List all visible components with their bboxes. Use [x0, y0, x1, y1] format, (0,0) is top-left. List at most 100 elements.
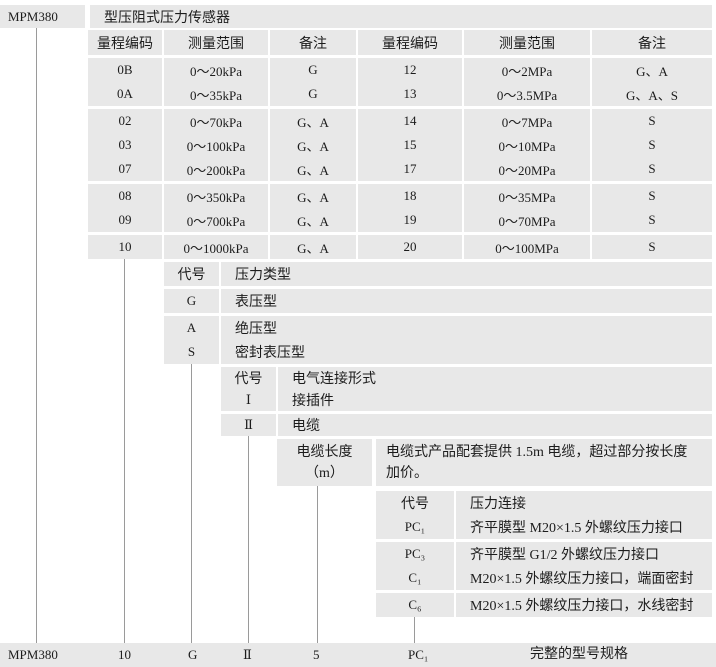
- type-code-cell: S: [164, 340, 219, 364]
- note-cell: S: [592, 208, 712, 232]
- note-cell: G、A: [270, 109, 356, 133]
- connection-header-and-pc1: 代号 压力连接 PC₁ 齐平膜型 M20×1.5 外螺纹压力接口: [376, 491, 712, 539]
- cable-length-section: 电缆长度 （m） 电缆式产品配套提供 1.5m 电缆，超过部分按长度 加价。: [277, 439, 712, 486]
- note-cell: G、A、S: [592, 82, 712, 106]
- range-row: 03 0～100kPa G、A 15 0～10MPa S: [88, 133, 712, 157]
- range-row: 0B 0～20kPa G 12 0～2MPa G、A: [88, 58, 712, 82]
- example-caption: 完整的型号规格: [530, 647, 628, 662]
- range-code-cell: 12: [358, 58, 462, 82]
- code-column-header: 代号: [376, 491, 454, 515]
- range-value-cell: 0～35MPa: [464, 184, 590, 208]
- electrical-option2: Ⅱ 电缆: [221, 414, 712, 436]
- example-electrical-code: Ⅱ: [243, 647, 252, 662]
- connection-pc3-c1: PC₃ 齐平膜型 G1/2 外螺纹压力接口 C₁ M20×1.5 外螺纹压力接口…: [376, 542, 712, 590]
- example-connection-code: PC₁: [408, 647, 429, 662]
- range-code-cell: 13: [358, 82, 462, 106]
- connection-code-cell: PC₁: [376, 515, 454, 539]
- range-row: 07 0～200kPa G、A 17 0～20MPa S: [88, 157, 712, 181]
- range-code-cell: 09: [88, 208, 162, 232]
- cable-note-line2: 加价。: [386, 465, 428, 481]
- electrical-label-cell: 接插件: [278, 389, 712, 411]
- note-cell: G: [270, 58, 356, 82]
- range-row: 0A 0～35kPa G 13 0～3.5MPa G、A、S: [88, 82, 712, 106]
- range-code-cell: 10: [88, 235, 162, 259]
- electrical-code-cell: Ⅰ: [221, 389, 276, 411]
- note-cell: S: [592, 157, 712, 181]
- connection-code-cell: C₁: [376, 566, 454, 590]
- note-cell: G: [270, 82, 356, 106]
- range-value-cell: 0～20kPa: [164, 58, 268, 82]
- range-code-cell: 14: [358, 109, 462, 133]
- range-code-cell: 08: [88, 184, 162, 208]
- col-header-note: 备注: [592, 30, 712, 55]
- connection-code-cell: PC₃: [376, 542, 454, 566]
- note-cell: S: [592, 133, 712, 157]
- example-model-row: MPM380 10 G Ⅱ 5 PC₁ 完整的型号规格: [0, 643, 716, 667]
- range-code-cell: 07: [88, 157, 162, 181]
- code-column-header: 代号: [164, 262, 219, 286]
- connection-column-header: 压力连接: [456, 491, 712, 515]
- cable-length-unit: （m）: [305, 465, 344, 481]
- connector-line-model: [36, 28, 37, 643]
- header-row: 量程编码 测量范围 备注 量程编码 测量范围 备注: [88, 30, 712, 55]
- connector-line-range: [124, 259, 125, 643]
- type-label-cell: 密封表压型: [221, 340, 712, 364]
- range-row: 09 0～700kPa G、A 19 0～70MPa S: [88, 208, 712, 232]
- electrical-label-cell: 电缆: [278, 414, 712, 436]
- range-code-cell: 15: [358, 133, 462, 157]
- note-cell: G、A: [270, 184, 356, 208]
- example-model: MPM380: [8, 647, 58, 662]
- range-value-cell: 0～700kPa: [164, 208, 268, 232]
- range-value-cell: 0～100MPa: [464, 235, 590, 259]
- electrical-column-header: 电气连接形式: [278, 367, 712, 389]
- example-cable-length: 5: [313, 647, 320, 662]
- cable-note-line1: 电缆式产品配套提供 1.5m 电缆，超过部分按长度: [386, 444, 688, 460]
- type-code-cell: A: [164, 316, 219, 340]
- connection-label-cell: M20×1.5 外螺纹压力接口，端面密封: [456, 566, 712, 590]
- range-group-2: 02 0～70kPa G、A 14 0～7MPa S 03 0～100kPa G…: [88, 109, 712, 181]
- pressure-type-option-g: G 表压型: [164, 289, 712, 313]
- range-code-cell: 03: [88, 133, 162, 157]
- connection-code-cell: C₆: [376, 593, 454, 617]
- connection-c6: C₆ M20×1.5 外螺纹压力接口，水线密封: [376, 593, 712, 617]
- range-code-cell: 18: [358, 184, 462, 208]
- range-row: 02 0～70kPa G、A 14 0～7MPa S: [88, 109, 712, 133]
- range-group-3: 08 0～350kPa G、A 18 0～35MPa S 09 0～700kPa…: [88, 184, 712, 232]
- note-cell: S: [592, 184, 712, 208]
- range-group-4: 10 0～1000kPa G、A 20 0～100MPa S: [88, 235, 712, 259]
- col-header-note: 备注: [270, 30, 356, 55]
- note-cell: S: [592, 109, 712, 133]
- cable-length-label: 电缆长度: [296, 444, 353, 460]
- range-value-cell: 0～350kPa: [164, 184, 268, 208]
- range-code-cell: 17: [358, 157, 462, 181]
- col-header-range-code: 量程编码: [358, 30, 462, 55]
- col-header-range-code: 量程编码: [88, 30, 162, 55]
- page-title: 型压阻式压力传感器: [90, 5, 712, 28]
- range-code-cell: 0B: [88, 58, 162, 82]
- note-cell: G、A: [270, 157, 356, 181]
- example-range-code: 10: [118, 647, 131, 662]
- range-value-cell: 0～2MPa: [464, 58, 590, 82]
- type-label-cell: 表压型: [221, 289, 712, 313]
- range-row: 08 0～350kPa G、A 18 0～35MPa S: [88, 184, 712, 208]
- connector-line-electrical: [248, 436, 249, 643]
- range-value-cell: 0～100kPa: [164, 133, 268, 157]
- code-column-header: 代号: [221, 367, 276, 389]
- range-value-cell: 0～10MPa: [464, 133, 590, 157]
- col-header-range: 测量范围: [464, 30, 590, 55]
- range-table-header: 量程编码 测量范围 备注 量程编码 测量范围 备注: [88, 30, 712, 55]
- example-pressure-type-code: G: [188, 647, 198, 662]
- range-value-cell: 0～3.5MPa: [464, 82, 590, 106]
- connection-label-cell: 齐平膜型 M20×1.5 外螺纹压力接口: [456, 515, 712, 539]
- connection-label-cell: 齐平膜型 G1/2 外螺纹压力接口: [456, 542, 712, 566]
- range-value-cell: 0～35kPa: [164, 82, 268, 106]
- pressure-type-options-a-s: A 绝压型 S 密封表压型: [164, 316, 712, 364]
- note-cell: G、A: [270, 208, 356, 232]
- connector-line-pressure-type: [191, 364, 192, 643]
- range-code-cell: 0A: [88, 82, 162, 106]
- col-header-range: 测量范围: [164, 30, 268, 55]
- range-value-cell: 0～200kPa: [164, 157, 268, 181]
- electrical-header-and-option1: 代号 电气连接形式 Ⅰ 接插件: [221, 367, 712, 411]
- range-value-cell: 0～7MPa: [464, 109, 590, 133]
